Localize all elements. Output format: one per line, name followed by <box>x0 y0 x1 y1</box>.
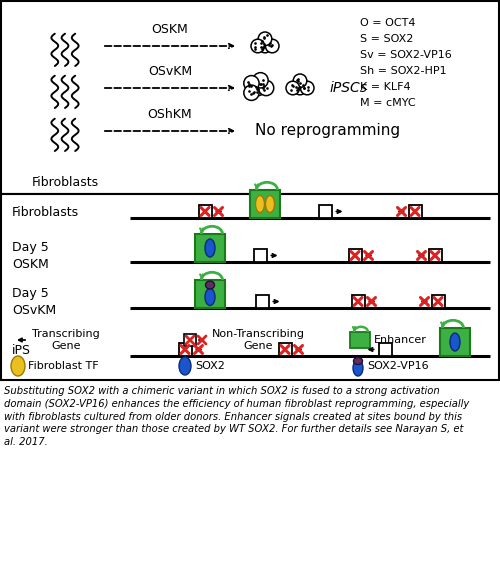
Ellipse shape <box>256 195 264 213</box>
Text: Day 5
OSKM: Day 5 OSKM <box>12 241 49 271</box>
Bar <box>195 280 225 308</box>
Ellipse shape <box>354 358 362 365</box>
Text: OSvKM: OSvKM <box>148 65 192 78</box>
Circle shape <box>266 39 279 53</box>
Circle shape <box>244 85 259 100</box>
Ellipse shape <box>11 356 25 376</box>
Bar <box>256 295 268 308</box>
Text: Fibroblasts: Fibroblasts <box>12 206 79 218</box>
Text: iPS: iPS <box>12 343 31 357</box>
Circle shape <box>293 74 307 88</box>
Text: Non-Transcribing
Gene: Non-Transcribing Gene <box>212 329 305 351</box>
Bar <box>195 234 225 262</box>
Ellipse shape <box>266 195 274 213</box>
Text: Substituting SOX2 with a chimeric variant in which SOX2 is fused to a strong act: Substituting SOX2 with a chimeric varian… <box>4 386 469 447</box>
Bar <box>318 205 332 218</box>
Ellipse shape <box>353 360 363 376</box>
Bar <box>250 190 280 218</box>
Text: OSKM: OSKM <box>152 23 188 36</box>
Circle shape <box>293 81 307 95</box>
Ellipse shape <box>205 289 215 305</box>
Bar <box>352 295 364 308</box>
Bar <box>178 343 192 356</box>
Bar <box>1 194 499 380</box>
Text: O = OCT4: O = OCT4 <box>360 18 416 28</box>
Bar <box>198 205 211 218</box>
Circle shape <box>251 39 264 53</box>
Text: No reprogramming: No reprogramming <box>255 123 400 138</box>
Ellipse shape <box>450 333 460 351</box>
Text: SOX2: SOX2 <box>195 361 225 371</box>
Text: M = cMYC: M = cMYC <box>360 98 416 108</box>
Text: S = SOX2: S = SOX2 <box>360 34 414 44</box>
Bar <box>184 334 196 346</box>
Ellipse shape <box>206 281 214 289</box>
Bar <box>278 343 291 356</box>
Circle shape <box>253 73 268 88</box>
Bar <box>432 295 444 308</box>
Text: Sh = SOX2-HP1: Sh = SOX2-HP1 <box>360 66 446 76</box>
Ellipse shape <box>205 239 215 257</box>
Bar <box>408 205 422 218</box>
Circle shape <box>250 80 266 96</box>
Bar <box>254 249 266 262</box>
Text: SOX2-VP16: SOX2-VP16 <box>367 361 428 371</box>
Text: Day 5
OSvKM: Day 5 OSvKM <box>12 287 56 316</box>
Text: Fibroblasts: Fibroblasts <box>32 176 98 189</box>
Circle shape <box>244 75 259 91</box>
Text: iPSCs: iPSCs <box>330 81 368 95</box>
Ellipse shape <box>179 357 191 375</box>
Text: Enhancer: Enhancer <box>374 335 427 345</box>
Circle shape <box>258 80 274 96</box>
Bar <box>440 328 470 356</box>
Circle shape <box>300 81 314 95</box>
Text: Fibroblast TF: Fibroblast TF <box>28 361 98 371</box>
Circle shape <box>258 39 272 53</box>
Bar <box>350 332 370 348</box>
Bar <box>378 343 392 356</box>
Bar <box>428 249 442 262</box>
Text: OShKM: OShKM <box>148 108 192 121</box>
Circle shape <box>258 32 272 46</box>
Text: K = KLF4: K = KLF4 <box>360 82 410 92</box>
Text: Sv = SOX2-VP16: Sv = SOX2-VP16 <box>360 50 452 60</box>
Bar <box>1 1 499 194</box>
Text: Transcribing
Gene: Transcribing Gene <box>32 329 100 351</box>
Circle shape <box>286 81 300 95</box>
Bar <box>348 249 362 262</box>
